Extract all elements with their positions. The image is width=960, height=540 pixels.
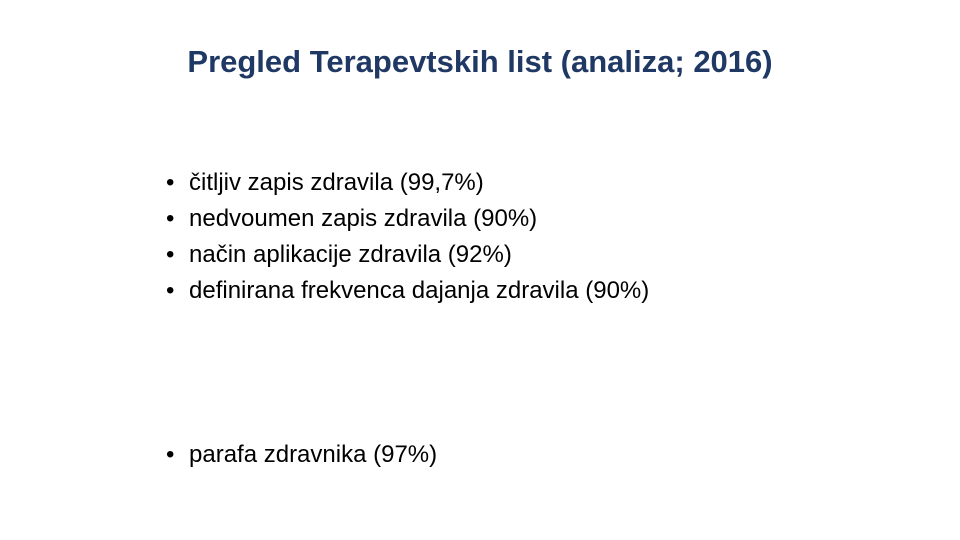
list-item: nedvoumen zapis zdravila (90%) — [166, 201, 689, 237]
list-item: način aplikacije zdravila (92%) — [166, 237, 689, 273]
slide-title: Pregled Terapevtskih list (analiza; 2016… — [187, 44, 773, 79]
list-item: definirana frekvenca dajanja zdravila (9… — [166, 273, 689, 309]
list-item: parafa zdravnika (97%) — [166, 437, 689, 473]
bullet-list-secondary: parafa zdravnika (97%) — [166, 437, 689, 473]
bullet-list: čitljiv zapis zdravila (99,7%) nedvoumen… — [166, 165, 689, 309]
list-item: čitljiv zapis zdravila (99,7%) — [166, 165, 689, 201]
